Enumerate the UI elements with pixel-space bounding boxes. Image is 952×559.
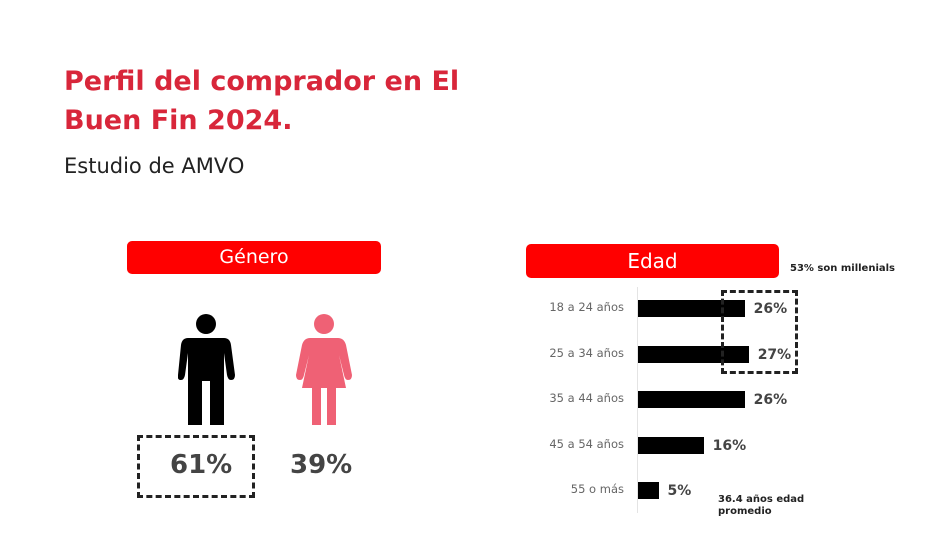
- millennials-note: 53% son millenials: [790, 263, 895, 274]
- bar: [638, 391, 745, 408]
- bar-value-label: 26%: [753, 392, 788, 408]
- category-label: 18 a 24 años: [549, 300, 624, 314]
- age-header: Edad: [526, 244, 779, 278]
- page-subtitle: Estudio de AMVO: [64, 154, 245, 178]
- gender-header: Género: [127, 241, 381, 274]
- category-label: 25 a 34 años: [549, 345, 624, 360]
- man-icon: [178, 314, 235, 425]
- bar: [638, 300, 745, 317]
- bar-value-label: 5%: [667, 483, 692, 499]
- woman-icon: [296, 314, 352, 425]
- women-percentage: 39%: [290, 450, 353, 480]
- bar-value-label: 16%: [712, 437, 747, 454]
- category-label: 35 a 44 años: [549, 391, 624, 405]
- men-percentage: 61%: [170, 450, 233, 480]
- bar: [638, 436, 704, 454]
- bar-value-label: 26%: [753, 301, 788, 317]
- category-label: 45 a 54 años: [549, 436, 624, 451]
- average-age-note: 36.4 años edad promedio: [718, 494, 805, 517]
- bar-value-label: 27%: [757, 346, 792, 363]
- page-title: Perfil del comprador en El Buen Fin 2024…: [64, 66, 460, 136]
- bar: [638, 482, 659, 499]
- chart-axis: [637, 287, 638, 513]
- highlight-box-men: [137, 435, 255, 498]
- category-label: 55 o más: [570, 482, 624, 496]
- highlight-box-millennials: [721, 290, 798, 374]
